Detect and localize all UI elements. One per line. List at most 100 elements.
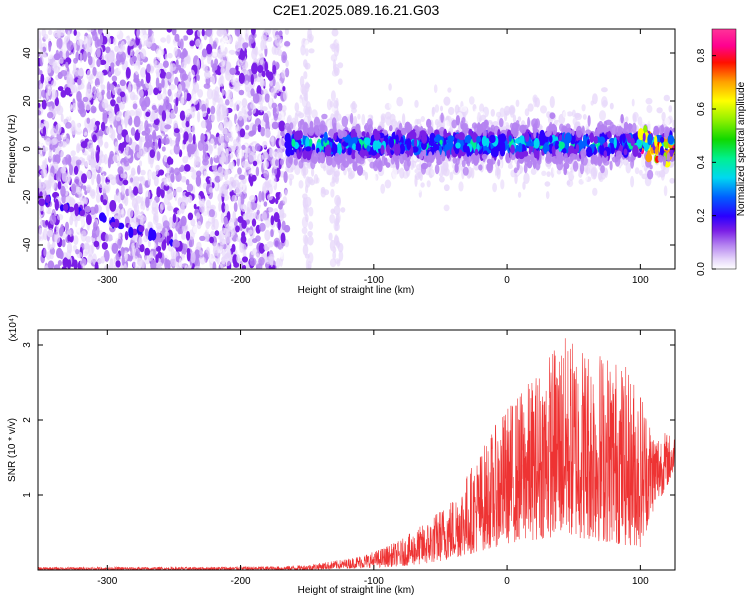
noise-cell (38, 30, 42, 41)
noise-cell (38, 204, 44, 212)
band-halo-cell (507, 163, 513, 169)
noise-cell (195, 212, 201, 220)
noise-cell (229, 99, 234, 108)
noise-cell (282, 105, 287, 112)
noise-cell (151, 171, 157, 180)
band-halo-cell (496, 167, 501, 175)
band-cell (632, 122, 637, 134)
noise-cell (212, 48, 218, 57)
noise-cell (180, 215, 187, 227)
band-halo-cell (668, 105, 673, 113)
band-halo-cell (509, 106, 515, 118)
noise-cell (60, 140, 67, 148)
band-halo-cell (601, 87, 608, 93)
band-halo-cell (490, 109, 495, 117)
noise-cell (251, 29, 256, 36)
streak-cell (328, 232, 333, 241)
noise-cell (262, 140, 268, 148)
noise-cell (80, 141, 88, 149)
streak-cell (218, 134, 225, 144)
band-halo-cell (541, 170, 547, 176)
noise-cell (173, 120, 178, 128)
noise-cell (99, 150, 104, 158)
streak-cell (329, 214, 336, 224)
noise-cell (86, 117, 91, 124)
noise-cell (152, 200, 157, 211)
noise-cell (179, 38, 184, 50)
noise-cell (162, 60, 169, 68)
noise-cell (229, 161, 234, 170)
noise-cell (139, 96, 146, 108)
noise-cell (56, 29, 61, 37)
band-halo-cell (307, 106, 312, 116)
noise-cell (120, 184, 125, 194)
noise-cell (210, 157, 213, 166)
noise-cell (130, 167, 136, 176)
noise-cell (238, 89, 245, 96)
noise-cell (50, 207, 55, 214)
noise-cell (233, 201, 238, 213)
noise-cell (251, 218, 257, 227)
band-cell (581, 125, 585, 138)
noise-cell (106, 126, 113, 136)
band-cell (600, 165, 605, 174)
noise-cell (275, 197, 279, 205)
figure-title: C2E1.2025.089.16.21.G03 (273, 2, 440, 18)
noise-cell (187, 156, 194, 168)
noise-cell (48, 149, 53, 160)
streak-cell (330, 90, 336, 102)
noise-cell (75, 185, 81, 195)
noise-cell (113, 193, 118, 203)
noise-cell (284, 67, 290, 78)
band-halo-cell (444, 119, 450, 132)
noise-cell (125, 134, 131, 143)
noise-cell (179, 69, 187, 82)
streak-cell (302, 244, 309, 256)
noise-cell (51, 125, 55, 131)
noise-cell (84, 196, 89, 205)
band-cell (627, 156, 631, 163)
noise-cell (191, 141, 197, 152)
streak-cell (218, 59, 226, 68)
noise-cell (167, 201, 172, 212)
band-halo-cell (303, 105, 309, 115)
noise-cell (82, 74, 87, 86)
noise-cell (79, 52, 83, 63)
noise-cell (163, 194, 170, 205)
noise-cell (256, 179, 264, 189)
noise-cell (208, 144, 213, 155)
streak-cell (221, 127, 228, 135)
noise-cell (225, 99, 230, 106)
noise-cell (102, 112, 108, 125)
noise-cell (99, 139, 104, 146)
noise-cell (138, 176, 144, 182)
noise-cell (125, 66, 131, 79)
noise-cell (119, 142, 123, 150)
noise-cell (234, 29, 241, 37)
noise-cell (188, 132, 193, 143)
noise-cell (140, 169, 146, 176)
noise-cell (121, 255, 125, 266)
noise-cell (258, 242, 265, 254)
noise-cell (148, 170, 152, 180)
noise-cell (270, 175, 277, 186)
noise-cell (232, 82, 237, 91)
noise-cell (64, 87, 72, 96)
noise-cell (48, 41, 52, 52)
noise-cell (67, 30, 71, 40)
band-halo-cell (496, 111, 502, 118)
noise-cell (278, 202, 283, 210)
streak-cell (307, 235, 314, 246)
band-halo-cell (582, 114, 587, 120)
band-halo-cell (349, 170, 355, 179)
noise-cell (261, 190, 265, 203)
noise-cell (139, 121, 144, 127)
noise-cell (137, 165, 141, 175)
streak-cell (337, 242, 344, 253)
band-halo-cell (380, 115, 385, 125)
noise-cell (233, 262, 240, 268)
noise-cell (116, 192, 122, 204)
noise-cell (174, 33, 180, 42)
noise-cell (203, 34, 208, 44)
noise-cell (117, 125, 122, 135)
